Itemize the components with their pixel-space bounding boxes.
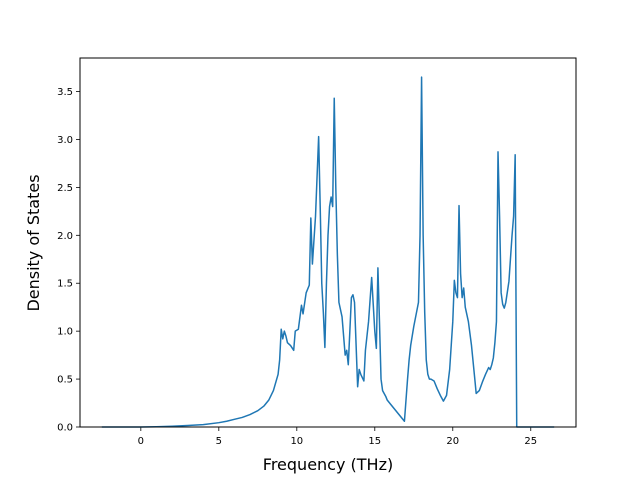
- x-tick-label: 5: [216, 436, 222, 447]
- y-axis: 0.0 0.5 1.0 1.5 2.0 2.5 3.0 3.5: [57, 87, 80, 434]
- y-tick-label: 2.5: [57, 183, 73, 194]
- x-tick-label: 15: [368, 436, 381, 447]
- x-tick-label: 0: [138, 436, 144, 447]
- x-tick-label: 20: [446, 436, 459, 447]
- x-tick-label: 25: [524, 436, 537, 447]
- y-axis-label: Density of States: [24, 174, 43, 311]
- y-tick-label: 3.0: [57, 135, 73, 146]
- y-tick-label: 1.0: [57, 327, 73, 338]
- x-axis-label: Frequency (THz): [263, 455, 393, 474]
- y-tick-label: 0.0: [57, 423, 73, 434]
- x-tick-label: 10: [290, 436, 303, 447]
- y-tick-label: 3.5: [57, 87, 73, 98]
- y-tick-label: 1.5: [57, 279, 73, 290]
- dos-series-line: [101, 76, 555, 428]
- plot-frame: [79, 57, 577, 428]
- y-tick-label: 0.5: [57, 375, 73, 386]
- y-tick-label: 2.0: [57, 231, 73, 242]
